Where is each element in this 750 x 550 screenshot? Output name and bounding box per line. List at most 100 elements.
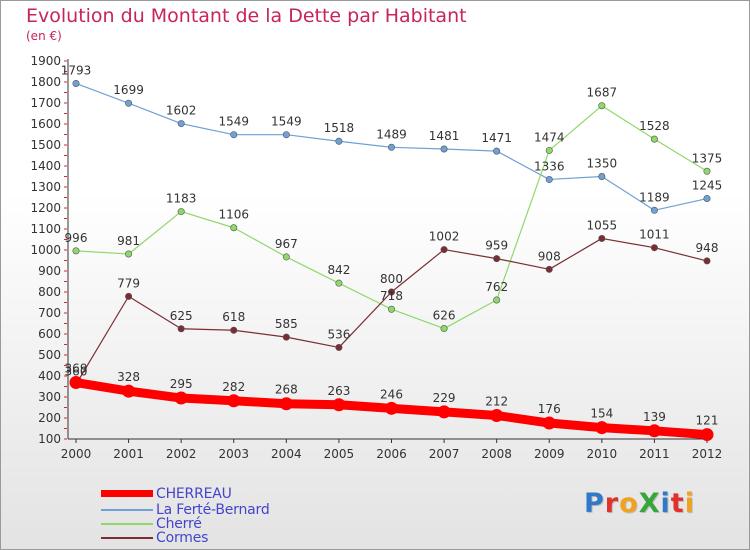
data-label: 1793 [61, 63, 92, 77]
chart-subtitle: (en €) [26, 29, 62, 43]
x-tick-label: 2002 [166, 447, 197, 461]
chart-axes: 1002003004005006007008009001000110012001… [30, 54, 722, 461]
data-label: 959 [485, 239, 508, 253]
data-point [542, 416, 556, 430]
data-label: 1699 [113, 83, 144, 97]
data-label: 121 [696, 414, 719, 428]
data-point [282, 253, 290, 261]
data-label: 1375 [692, 151, 723, 165]
data-label: 626 [433, 309, 456, 323]
x-tick-label: 2008 [481, 447, 512, 461]
data-point [387, 143, 395, 151]
data-label: 842 [327, 263, 350, 277]
data-label: 139 [643, 410, 666, 424]
data-label: 1549 [218, 115, 249, 129]
data-point [335, 137, 343, 145]
x-tick-label: 2003 [218, 447, 249, 461]
data-label: 618 [222, 310, 245, 324]
y-tick-label: 600 [38, 327, 61, 341]
legend-label: La Ferté-Bernard [156, 501, 270, 518]
data-point [177, 325, 185, 333]
data-label: 1183 [166, 192, 197, 206]
data-label: 908 [538, 249, 561, 263]
data-point [650, 206, 658, 214]
y-tick-label: 1200 [30, 201, 61, 215]
y-tick-label: 100 [38, 432, 61, 446]
data-point [177, 208, 185, 216]
data-label: 779 [117, 276, 140, 290]
data-label: 718 [380, 289, 403, 303]
data-label: 981 [117, 234, 140, 248]
data-label: 1336 [534, 159, 565, 173]
y-tick-label: 1500 [30, 138, 61, 152]
data-label: 625 [170, 309, 193, 323]
x-tick-label: 2010 [587, 447, 618, 461]
data-label: 967 [275, 237, 298, 251]
data-point [598, 234, 606, 242]
legend-label: CHERREAU [156, 485, 232, 502]
data-point [279, 397, 293, 411]
data-label: 1602 [166, 104, 197, 118]
logo-letter: P [584, 488, 605, 519]
x-tick-label: 2000 [61, 447, 92, 461]
data-point [493, 296, 501, 304]
data-label: 369 [65, 362, 88, 376]
data-label: 268 [275, 383, 298, 397]
data-label: 1528 [639, 119, 670, 133]
data-point [230, 224, 238, 232]
data-label: 948 [696, 241, 719, 255]
x-tick-label: 2011 [639, 447, 670, 461]
data-label: 762 [485, 280, 508, 294]
legend-swatch-cherre [101, 522, 153, 525]
data-label: 1687 [587, 86, 618, 100]
chart-title: Evolution du Montant de la Dette par Hab… [26, 5, 467, 27]
data-label: 1481 [429, 129, 460, 143]
data-label: 1518 [324, 121, 355, 135]
x-tick-label: 2004 [271, 447, 302, 461]
data-label: 1549 [271, 115, 302, 129]
legend-item-cherreau: CHERREAU [101, 485, 232, 502]
x-tick-label: 2012 [692, 447, 723, 461]
legend-swatch-cherreau [101, 490, 153, 497]
x-tick-label: 2005 [324, 447, 355, 461]
x-tick-label: 2007 [429, 447, 460, 461]
data-point [490, 408, 504, 422]
y-tick-label: 1100 [30, 222, 61, 236]
data-point [595, 421, 609, 435]
data-label: 800 [380, 272, 403, 286]
legend-label: Cherré [156, 515, 202, 532]
legend-item-la-ferte-bernard: La Ferté-Bernard [101, 501, 270, 518]
data-point [122, 384, 136, 398]
series-cherre [72, 102, 711, 333]
data-point [545, 146, 553, 154]
data-point [700, 428, 714, 442]
x-tick-label: 2001 [113, 447, 144, 461]
legend-label: Cormes [156, 529, 209, 546]
data-point [493, 147, 501, 155]
data-point [440, 325, 448, 333]
data-label: 536 [327, 327, 350, 341]
y-tick-label: 1700 [30, 96, 61, 110]
y-tick-label: 400 [38, 369, 61, 383]
data-label: 1055 [587, 218, 618, 232]
data-label: 212 [485, 394, 508, 408]
data-point [332, 398, 346, 412]
y-tick-label: 500 [38, 348, 61, 362]
data-point [177, 120, 185, 128]
legend-swatch-la-ferte-bernard [101, 508, 153, 511]
logo-letter: r [604, 488, 620, 519]
data-label: 1011 [639, 228, 670, 242]
data-label: 1245 [692, 179, 723, 193]
data-label: 229 [433, 391, 456, 405]
data-label: 295 [170, 377, 193, 391]
data-label: 282 [222, 380, 245, 394]
data-point [72, 79, 80, 87]
y-tick-label: 1300 [30, 180, 61, 194]
x-tick-label: 2006 [376, 447, 407, 461]
data-point [72, 247, 80, 255]
data-point [703, 257, 711, 265]
data-point [387, 288, 395, 296]
data-label: 154 [590, 407, 613, 421]
series-la-ferte-bernard [72, 79, 711, 214]
data-point [647, 424, 661, 438]
